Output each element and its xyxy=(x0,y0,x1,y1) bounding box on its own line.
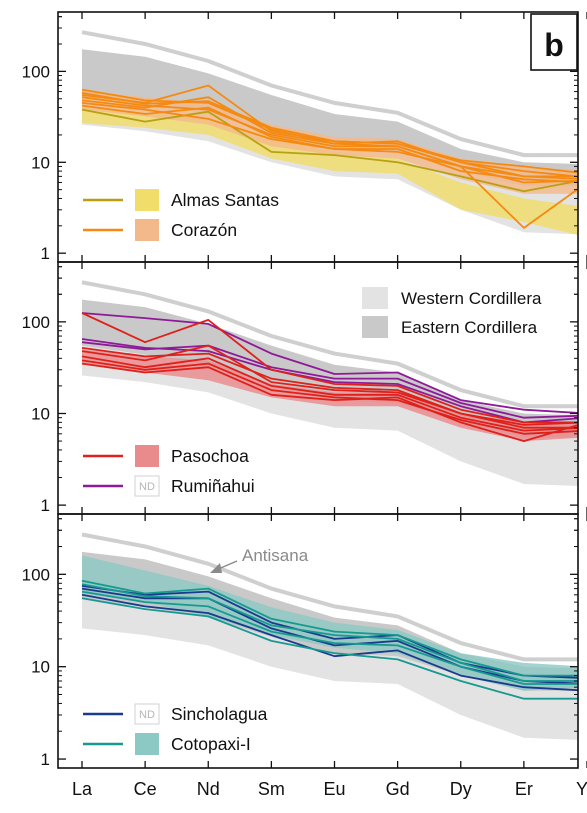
corazon-sample-line xyxy=(81,92,578,174)
y-tick-label: 10 xyxy=(31,658,50,677)
coto-sample-line xyxy=(81,579,578,677)
x-tick-label: Nd xyxy=(197,779,220,799)
legend-nd-box xyxy=(134,703,160,725)
legend-nd-label: ND xyxy=(139,481,155,493)
pasochoa-sample-line xyxy=(81,359,578,435)
x-tick-label: Sm xyxy=(258,779,285,799)
y-tick-label: 1 xyxy=(41,750,50,769)
legend-label-corazon: Corazón xyxy=(171,220,237,240)
y-tick-label: 10 xyxy=(31,153,50,172)
x-tick-label: Ce xyxy=(134,779,157,799)
antisana-line xyxy=(81,532,578,662)
legend-label-pasochoa: Pasochoa xyxy=(171,446,249,466)
pasochoa-sample-line xyxy=(81,355,578,432)
sinch-sample-line xyxy=(81,585,578,679)
antisana-annotation: Antisana xyxy=(242,546,309,565)
x-tick-label: Er xyxy=(515,779,533,799)
legend-nd-label: ND xyxy=(139,709,155,721)
pasochoa-sample-line xyxy=(81,312,578,424)
legend-label-coto: Cotopaxi-I xyxy=(171,734,251,754)
y-tick-label: 100 xyxy=(22,62,50,81)
rumi-sample-line xyxy=(81,341,578,419)
panel-3-frame xyxy=(57,513,579,769)
panel-2-plot xyxy=(81,280,578,487)
corazon-sample-line xyxy=(81,96,578,180)
almas-field xyxy=(82,107,578,236)
eastern-cordillera-field xyxy=(82,49,578,186)
legend-label-almas: Almas Santas xyxy=(171,190,279,210)
legend-swatch-coto xyxy=(135,733,159,755)
legend-swatch-almas xyxy=(135,189,159,211)
legend-swatch-pasochoa xyxy=(135,445,159,467)
coto-sample-line xyxy=(81,590,578,685)
sinch-sample-line xyxy=(81,587,578,685)
coto-sample-line xyxy=(81,597,578,700)
rumi-sample-line xyxy=(81,312,578,414)
y-tick-label: 10 xyxy=(31,404,50,423)
legend-nd-box xyxy=(134,475,160,497)
legend-swatch-western xyxy=(362,287,388,309)
y-tick-label: 100 xyxy=(22,313,50,332)
western-cordillera-field xyxy=(82,583,578,740)
pasochoa-sample-line xyxy=(81,362,578,443)
legend-label-rumi: Rumiñahui xyxy=(171,476,255,496)
x-tick-label: Gd xyxy=(386,779,410,799)
legend-label-sinch: Sincholagua xyxy=(171,704,268,724)
almas-sample-line xyxy=(81,108,578,193)
y-tick-label: 1 xyxy=(41,244,50,263)
panel-label: b xyxy=(544,27,564,63)
pasochoa-sample-line xyxy=(81,347,578,426)
antisana-arrow-head xyxy=(210,563,222,573)
legend-swatch-corazon xyxy=(135,219,159,241)
panel-3-plot xyxy=(81,532,578,740)
y-tick-label: 1 xyxy=(41,496,50,515)
x-tick-label: Eu xyxy=(323,779,345,799)
panel-label-box xyxy=(530,13,578,71)
antisana-line xyxy=(81,30,578,158)
legend-swatch-eastern xyxy=(362,316,388,338)
coto-sample-line xyxy=(81,583,578,682)
sinch-sample-line xyxy=(81,593,578,692)
corazon-sample-line xyxy=(81,88,578,178)
y-tick-label: 100 xyxy=(22,565,50,584)
legend-label-western: Western Cordillera xyxy=(401,289,542,308)
x-tick-label: Yb xyxy=(576,779,587,799)
panel-1-plot xyxy=(81,30,578,236)
antisana-line xyxy=(81,280,578,409)
corazon-sample-line xyxy=(81,102,578,229)
legend-label-eastern: Eastern Cordillera xyxy=(401,318,538,337)
x-tick-label: Dy xyxy=(450,779,472,799)
x-tick-label: La xyxy=(72,779,93,799)
